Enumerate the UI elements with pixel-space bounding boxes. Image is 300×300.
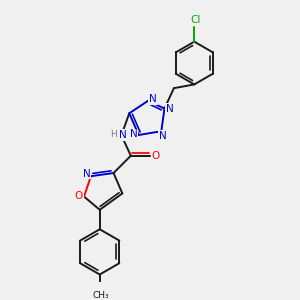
Text: N: N: [119, 130, 127, 140]
Text: N: N: [159, 130, 167, 141]
Text: N: N: [83, 169, 90, 178]
Text: N: N: [149, 94, 157, 104]
Text: O: O: [152, 151, 160, 161]
Text: N: N: [166, 103, 174, 114]
Text: H: H: [110, 130, 117, 139]
Text: N: N: [130, 129, 137, 140]
Text: Cl: Cl: [191, 15, 201, 25]
Text: CH₃: CH₃: [92, 291, 109, 300]
Text: O: O: [75, 191, 83, 201]
